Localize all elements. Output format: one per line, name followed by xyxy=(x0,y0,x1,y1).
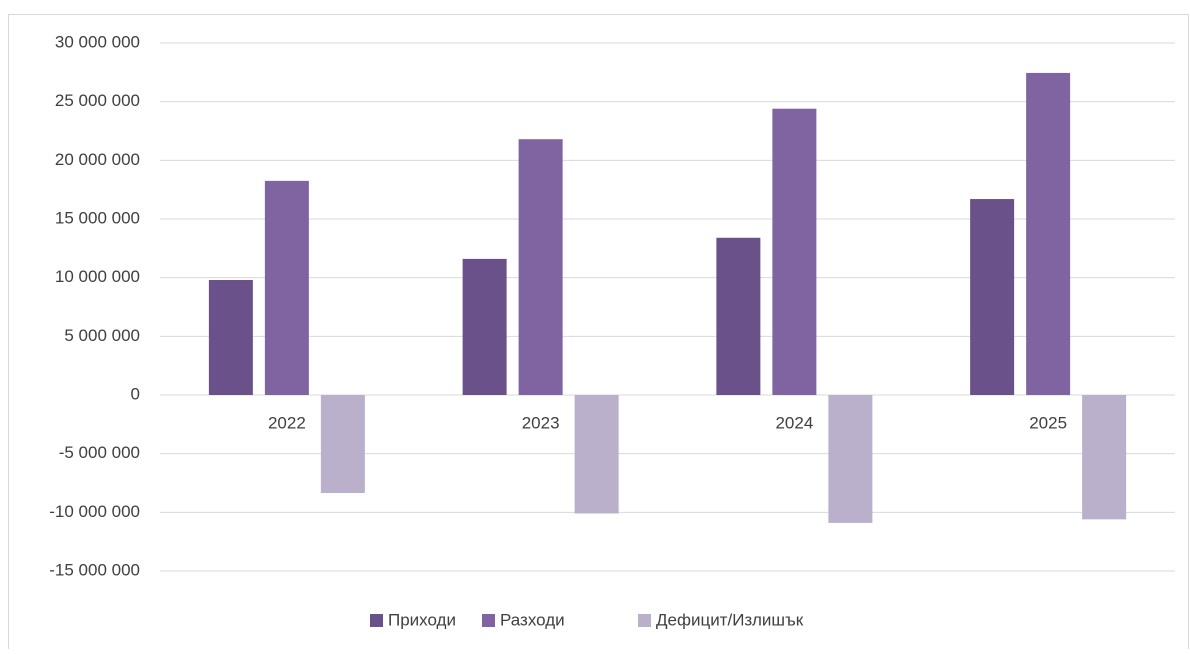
legend-label: Дефицит/Излишък xyxy=(656,610,804,629)
bar xyxy=(828,395,873,523)
bar xyxy=(1082,395,1127,520)
bar xyxy=(772,108,817,395)
legend-swatch xyxy=(638,614,651,627)
y-tick-label: 5 000 000 xyxy=(64,326,140,345)
chart-border xyxy=(8,14,1189,654)
x-tick-label: 2022 xyxy=(268,413,306,432)
y-tick-label: 30 000 000 xyxy=(55,32,140,51)
bar xyxy=(574,395,619,514)
bar xyxy=(320,395,365,493)
bar xyxy=(264,180,309,395)
y-tick-label: -15 000 000 xyxy=(49,560,140,579)
legend-label: Приходи xyxy=(388,610,456,629)
bar xyxy=(716,237,761,395)
bar xyxy=(970,199,1015,395)
y-tick-label: -10 000 000 xyxy=(49,502,140,521)
y-tick-label: -5 000 000 xyxy=(59,443,140,462)
legend-label: Разходи xyxy=(500,610,565,629)
legend-swatch xyxy=(370,614,383,627)
y-tick-label: 20 000 000 xyxy=(55,150,140,169)
legend-swatch xyxy=(482,614,495,627)
x-tick-label: 2024 xyxy=(775,413,813,432)
y-tick-label: 0 xyxy=(131,384,140,403)
x-tick-label: 2023 xyxy=(522,413,560,432)
bar xyxy=(462,258,507,395)
bar xyxy=(1026,72,1071,396)
y-tick-label: 10 000 000 xyxy=(55,267,140,286)
y-tick-label: 15 000 000 xyxy=(55,208,140,227)
x-tick-label: 2025 xyxy=(1029,413,1067,432)
bar xyxy=(518,139,563,395)
y-tick-label: 25 000 000 xyxy=(55,91,140,110)
bar xyxy=(208,280,253,395)
